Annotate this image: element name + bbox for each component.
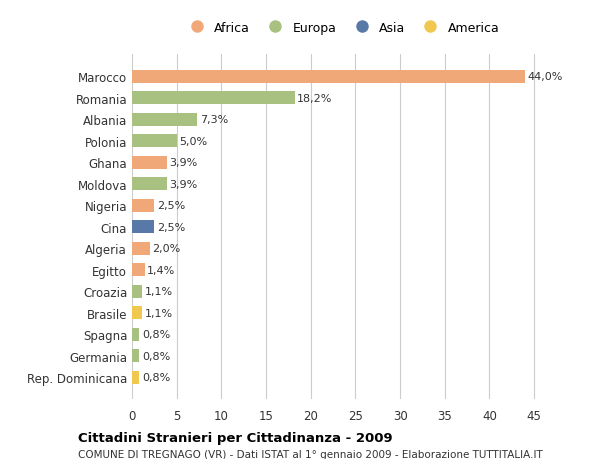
Text: 3,9%: 3,9% bbox=[170, 179, 198, 189]
Bar bbox=[132, 242, 150, 255]
Text: 2,5%: 2,5% bbox=[157, 222, 185, 232]
Bar bbox=[132, 349, 139, 362]
Text: 0,8%: 0,8% bbox=[142, 351, 170, 361]
Text: 0,8%: 0,8% bbox=[142, 372, 170, 382]
Text: 1,4%: 1,4% bbox=[147, 265, 175, 275]
Bar bbox=[132, 307, 142, 319]
Bar bbox=[132, 199, 154, 212]
Bar bbox=[132, 263, 145, 276]
Text: 0,8%: 0,8% bbox=[142, 330, 170, 339]
Text: 18,2%: 18,2% bbox=[298, 94, 332, 104]
Bar bbox=[132, 92, 295, 105]
Text: Cittadini Stranieri per Cittadinanza - 2009: Cittadini Stranieri per Cittadinanza - 2… bbox=[78, 431, 392, 444]
Text: 2,5%: 2,5% bbox=[157, 201, 185, 211]
Bar bbox=[132, 221, 154, 234]
Legend: Africa, Europa, Asia, America: Africa, Europa, Asia, America bbox=[179, 17, 505, 39]
Text: 2,0%: 2,0% bbox=[152, 244, 181, 254]
Bar bbox=[132, 178, 167, 191]
Text: COMUNE DI TREGNAGO (VR) - Dati ISTAT al 1° gennaio 2009 - Elaborazione TUTTITALI: COMUNE DI TREGNAGO (VR) - Dati ISTAT al … bbox=[78, 449, 543, 459]
Text: 1,1%: 1,1% bbox=[145, 286, 173, 297]
Bar bbox=[132, 285, 142, 298]
Bar bbox=[132, 71, 525, 84]
Text: 5,0%: 5,0% bbox=[179, 136, 208, 146]
Text: 1,1%: 1,1% bbox=[145, 308, 173, 318]
Bar bbox=[132, 135, 176, 148]
Text: 7,3%: 7,3% bbox=[200, 115, 228, 125]
Bar bbox=[132, 157, 167, 169]
Bar bbox=[132, 371, 139, 384]
Bar bbox=[132, 113, 197, 127]
Text: 44,0%: 44,0% bbox=[528, 72, 563, 82]
Bar bbox=[132, 328, 139, 341]
Text: 3,9%: 3,9% bbox=[170, 158, 198, 168]
